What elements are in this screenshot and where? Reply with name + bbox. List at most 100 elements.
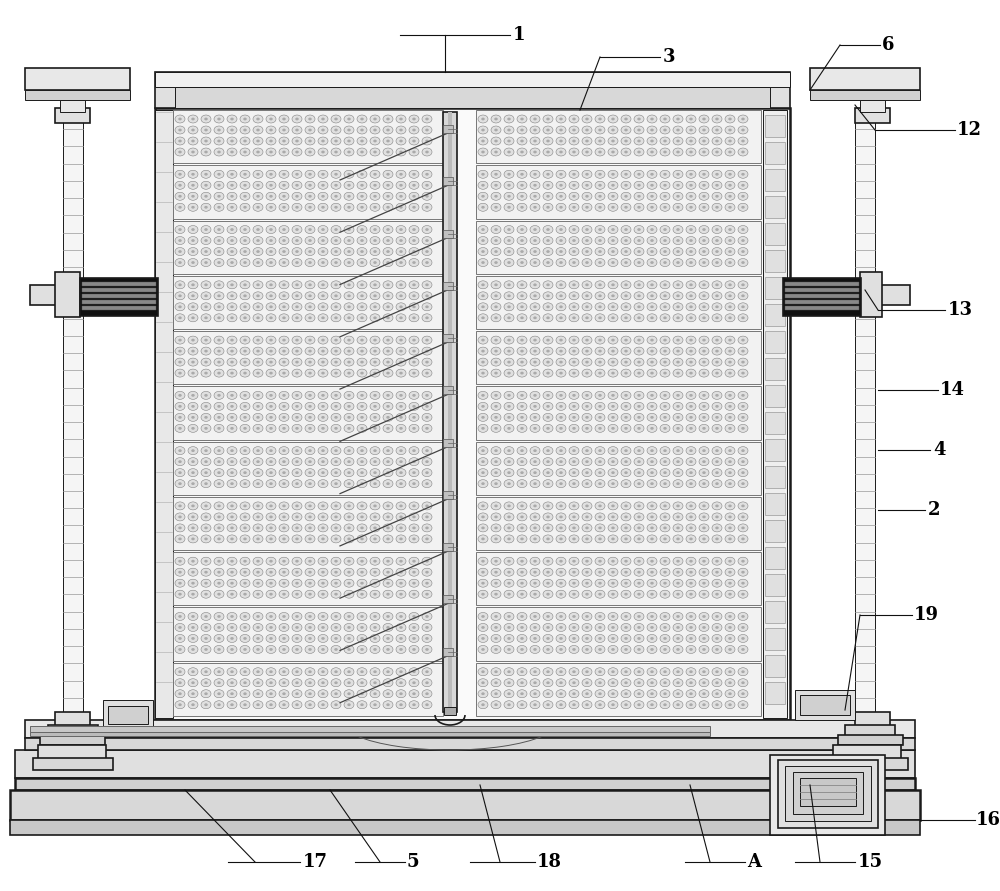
Ellipse shape [217,449,221,452]
Ellipse shape [178,306,182,308]
Ellipse shape [595,590,605,598]
Ellipse shape [422,679,432,687]
Ellipse shape [595,424,605,432]
Ellipse shape [699,624,709,632]
Ellipse shape [331,170,341,178]
Ellipse shape [585,372,589,374]
Ellipse shape [334,184,338,187]
Ellipse shape [201,524,211,532]
Ellipse shape [295,537,299,540]
Ellipse shape [725,535,735,543]
Ellipse shape [699,258,709,266]
Ellipse shape [396,148,406,156]
Ellipse shape [243,416,247,419]
Ellipse shape [494,670,498,673]
Ellipse shape [422,225,432,233]
Ellipse shape [321,128,325,131]
Ellipse shape [595,645,605,653]
Ellipse shape [725,557,735,565]
Ellipse shape [409,446,419,454]
Ellipse shape [191,283,195,286]
Ellipse shape [647,403,657,411]
Ellipse shape [230,339,234,341]
Ellipse shape [507,516,511,519]
Ellipse shape [530,579,540,587]
Ellipse shape [702,648,706,650]
Ellipse shape [334,615,338,617]
Ellipse shape [357,502,367,510]
Ellipse shape [386,571,390,574]
Ellipse shape [559,692,563,695]
Ellipse shape [214,137,224,145]
Ellipse shape [650,416,654,419]
Ellipse shape [412,648,416,650]
Ellipse shape [396,645,406,653]
Ellipse shape [373,615,377,617]
Ellipse shape [702,682,706,684]
Ellipse shape [318,568,328,576]
Ellipse shape [256,405,260,408]
Ellipse shape [383,446,393,454]
Ellipse shape [240,513,250,521]
Ellipse shape [569,667,579,675]
Ellipse shape [191,537,195,540]
Ellipse shape [634,336,644,344]
Ellipse shape [689,449,693,452]
Ellipse shape [637,239,641,242]
Ellipse shape [728,516,732,519]
Ellipse shape [676,195,680,198]
Ellipse shape [178,372,182,374]
Ellipse shape [738,624,748,632]
Ellipse shape [308,527,312,529]
Ellipse shape [279,181,289,189]
Ellipse shape [686,203,696,211]
Ellipse shape [520,648,524,650]
Ellipse shape [478,645,488,653]
Ellipse shape [308,637,312,640]
Ellipse shape [494,560,498,562]
Ellipse shape [572,349,576,353]
Ellipse shape [543,181,553,189]
Ellipse shape [217,682,221,684]
Ellipse shape [188,479,198,487]
Ellipse shape [178,670,182,673]
Ellipse shape [611,206,615,208]
Ellipse shape [650,128,654,131]
Ellipse shape [305,446,315,454]
Ellipse shape [279,314,289,322]
Ellipse shape [305,513,315,521]
Ellipse shape [611,151,615,153]
Ellipse shape [673,258,683,266]
Ellipse shape [425,571,429,574]
Ellipse shape [201,535,211,543]
Ellipse shape [269,394,273,396]
Ellipse shape [569,700,579,708]
Ellipse shape [295,482,299,485]
Ellipse shape [409,557,419,565]
Ellipse shape [647,292,657,299]
Ellipse shape [266,612,276,620]
Ellipse shape [295,316,299,319]
Ellipse shape [409,115,419,123]
Ellipse shape [175,115,185,123]
Ellipse shape [227,236,237,244]
Ellipse shape [331,258,341,266]
Ellipse shape [305,248,315,256]
Ellipse shape [386,504,390,507]
Ellipse shape [227,579,237,587]
Ellipse shape [279,236,289,244]
Ellipse shape [217,516,221,519]
Ellipse shape [386,427,390,429]
Ellipse shape [425,239,429,242]
Ellipse shape [608,502,618,510]
Ellipse shape [595,579,605,587]
Ellipse shape [422,513,432,521]
Ellipse shape [230,427,234,429]
Ellipse shape [178,637,182,640]
Bar [476,110,761,163]
Ellipse shape [422,358,432,366]
Ellipse shape [634,181,644,189]
Ellipse shape [507,306,511,308]
Ellipse shape [266,535,276,543]
Ellipse shape [533,571,537,574]
